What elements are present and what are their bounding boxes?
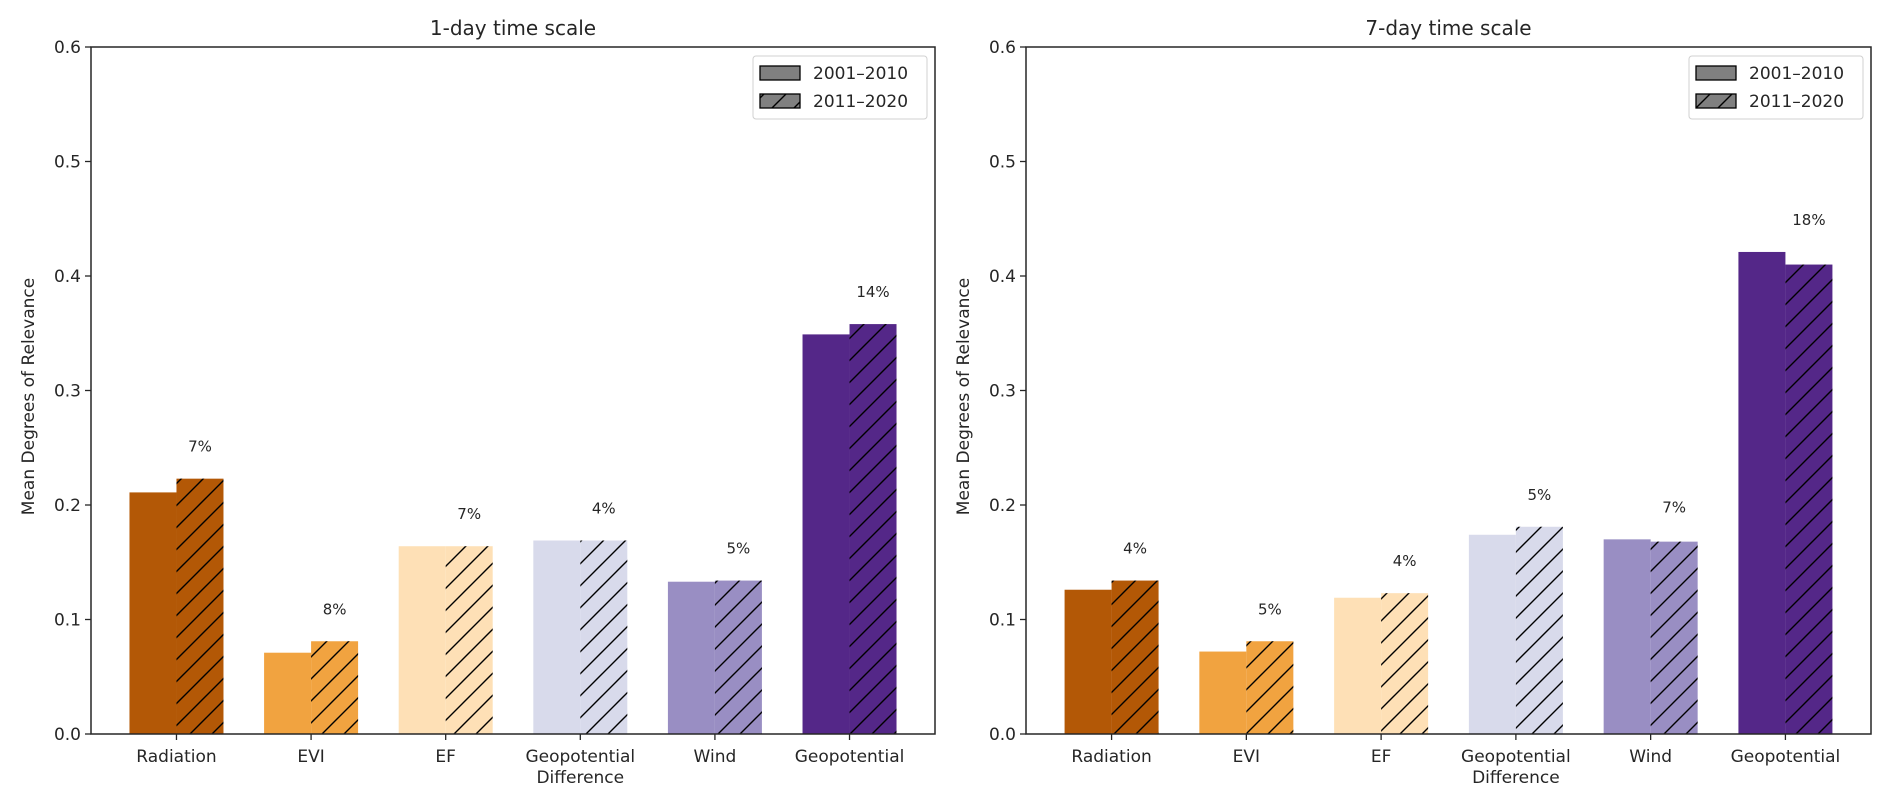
bar-2001-2010 [264, 652, 312, 734]
percent-change-label: 7% [457, 505, 481, 523]
percent-change-label: 8% [323, 600, 347, 618]
bar-hatch-overlay [311, 641, 359, 734]
y-tick-label: 0.4 [54, 267, 81, 287]
legend-patch-hatch [1696, 94, 1736, 108]
bar-2001-2010 [1738, 251, 1786, 734]
percent-change-label: 7% [188, 438, 212, 456]
percent-change-label: 18% [1792, 211, 1825, 229]
bar-2001-2010 [1334, 597, 1382, 734]
bar-hatch-overlay [1515, 526, 1563, 734]
x-tick-label-line: Geopotential [1731, 747, 1841, 767]
x-tick-label-line: Difference [536, 768, 624, 788]
percent-change-label: 14% [856, 283, 889, 301]
legend: 2001–2010 2011–2020 [1688, 55, 1864, 120]
y-tick-label: 0.0 [54, 725, 81, 745]
y-tick-label: 0.6 [989, 38, 1016, 58]
bar-hatch-overlay [1785, 264, 1833, 734]
x-tick-label: EVI [1233, 747, 1260, 767]
legend-patch-hatch [760, 94, 800, 108]
chart-title: 1-day time scale [430, 16, 596, 40]
x-tick-label-line: Difference [1472, 768, 1560, 788]
bar-2001-2010 [1603, 539, 1651, 734]
y-axis-label: Mean Degrees of Relevance [19, 278, 39, 515]
x-tick-label: Wind [1629, 747, 1672, 767]
bar-hatch-overlay [176, 478, 224, 734]
legend-label: 2011–2020 [813, 92, 908, 112]
x-tick-label: Geopotential [795, 747, 905, 767]
percent-change-label: 5% [727, 540, 751, 558]
y-axis-label: Mean Degrees of Relevance [954, 278, 974, 515]
x-tick-label-line: EVI [297, 747, 324, 767]
x-tick-label-line: EF [435, 747, 456, 767]
panel-7day: 4% 5% 4% 5% 7% 18% 0.0 0.1 0.2 0.3 0.4 0.5 0.6 Radiat… [954, 16, 1872, 788]
bar-2001-2010 [1064, 589, 1112, 734]
x-tick-label: EF [1371, 747, 1392, 767]
percent-change-label: 5% [1258, 600, 1282, 618]
legend-label: 2001–2010 [1749, 64, 1844, 84]
chart-title: 7-day time scale [1365, 16, 1531, 40]
legend-label: 2001–2010 [813, 64, 908, 84]
y-tick-label: 0.5 [989, 153, 1016, 173]
x-tick-label-line: Wind [1629, 747, 1672, 767]
bar-2001-2010 [533, 540, 581, 734]
x-tick-label: EF [435, 747, 456, 767]
x-tick-label-line: Geopotential [795, 747, 905, 767]
x-tick-label-line: EF [1371, 747, 1392, 767]
bar-hatch-overlay [1246, 641, 1294, 734]
y-tick-label: 0.3 [54, 382, 81, 402]
legend-patch-solid [759, 65, 801, 81]
y-tick-label: 0.0 [989, 725, 1016, 745]
bar-2001-2010 [1468, 534, 1516, 734]
legend-label: 2011–2020 [1749, 92, 1844, 112]
y-tick-label: 0.1 [989, 611, 1016, 631]
percent-change-label: 7% [1662, 498, 1686, 516]
x-tick-label: Radiation [136, 747, 216, 767]
x-tick-label-line: Radiation [136, 747, 216, 767]
x-tick-label: Geopotential Difference [1461, 747, 1571, 788]
y-tick-label: 0.1 [54, 611, 81, 631]
y-tick-label: 0.5 [54, 153, 81, 173]
bar-2001-2010 [398, 546, 446, 734]
x-tick-label-line: Radiation [1071, 747, 1151, 767]
percent-change-label: 4% [592, 499, 616, 517]
x-tick-label-line: Geopotential [1461, 747, 1571, 767]
bar-hatch-overlay [1111, 580, 1159, 734]
bar-hatch-overlay [445, 546, 493, 734]
x-tick-label: Wind [694, 747, 737, 767]
y-tick-label: 0.6 [54, 38, 81, 58]
percent-change-label: 4% [1393, 552, 1417, 570]
x-tick-label: Radiation [1071, 747, 1151, 767]
bar-hatch-overlay [1650, 541, 1698, 734]
y-tick-label: 0.2 [989, 496, 1016, 516]
bar-hatch-overlay [849, 324, 897, 734]
x-tick-label: EVI [297, 747, 324, 767]
bar-hatch-overlay [580, 540, 628, 734]
x-tick-label: Geopotential [1731, 747, 1841, 767]
bar-2001-2010 [667, 581, 715, 734]
legend-patch-solid [1695, 65, 1737, 81]
percent-change-label: 4% [1123, 540, 1147, 558]
y-tick-label: 0.2 [54, 496, 81, 516]
x-tick-label: Geopotential Difference [525, 747, 635, 788]
bar-hatch-overlay [1381, 593, 1429, 734]
panel-1day: 7% 8% 7% 4% 5% 14% 0.0 0.1 0.2 0.3 0.4 0.5 0.6 Radiat… [19, 16, 936, 788]
legend: 2001–2010 2011–2020 [752, 55, 928, 120]
bar-2001-2010 [1199, 651, 1247, 734]
percent-change-label: 5% [1527, 486, 1551, 504]
x-tick-label-line: EVI [1233, 747, 1260, 767]
bar-hatch-overlay [714, 580, 762, 734]
x-tick-label-line: Wind [694, 747, 737, 767]
bar-2001-2010 [802, 334, 850, 734]
x-tick-label-line: Geopotential [525, 747, 635, 767]
y-tick-label: 0.4 [989, 267, 1016, 287]
bar-2001-2010 [129, 492, 177, 734]
y-tick-label: 0.3 [989, 382, 1016, 402]
